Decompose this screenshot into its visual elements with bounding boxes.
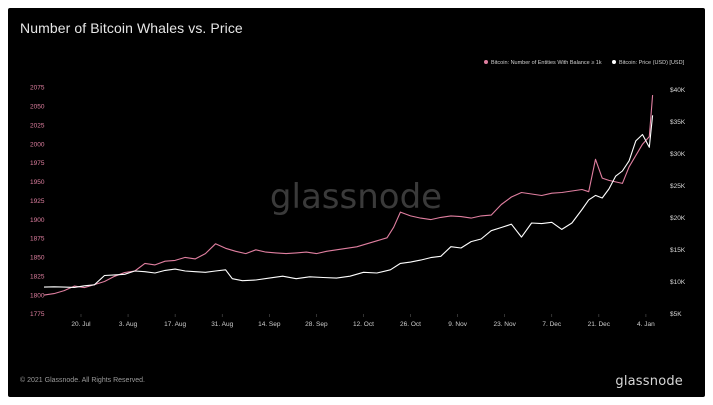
- y-left-tick-label: 2025: [30, 122, 45, 129]
- x-tick-label: 23. Nov: [493, 321, 516, 328]
- y-right-tick-label: $25K: [670, 183, 686, 190]
- legend-marker-whales: [484, 60, 488, 64]
- x-tick-label: 7. Dec: [542, 321, 562, 328]
- y-left-tick-label: 1850: [30, 255, 45, 262]
- x-tick-label: 26. Oct: [400, 321, 421, 328]
- x-tick-label: 9. Nov: [448, 321, 468, 328]
- y-left-tick-label: 1800: [30, 292, 45, 299]
- x-tick-label: 12. Oct: [353, 321, 374, 328]
- glassnode-logo: glassnode: [615, 374, 683, 389]
- legend-marker-price: [612, 60, 616, 64]
- watermark-text: glassnode: [270, 177, 442, 217]
- chart-panel: Number of Bitcoin Whales vs. Price glass…: [8, 8, 705, 397]
- y-left-tick-label: 1975: [30, 160, 45, 167]
- x-tick-label: 3. Aug: [119, 321, 138, 328]
- x-tick-label: 20. Jul: [71, 321, 91, 328]
- chart-title: Number of Bitcoin Whales vs. Price: [20, 20, 243, 36]
- y-left-tick-label: 2075: [30, 85, 45, 92]
- y-left-tick-label: 1775: [30, 311, 45, 318]
- x-tick-label: 21. Dec: [588, 321, 611, 328]
- y-right-tick-label: $40K: [670, 87, 686, 94]
- x-tick-label: 4. Jan: [637, 321, 655, 328]
- x-tick-label: 31. Aug: [211, 321, 233, 328]
- whales-series-line: [43, 95, 654, 296]
- line-chart: glassnode 1775 1800 1825 1850 1875 1900 1925 195…: [30, 60, 686, 328]
- y-right-tick-label: $15K: [670, 247, 686, 254]
- copyright-footer: © 2021 Glassnode. All Rights Reserved.: [20, 377, 146, 384]
- y-right-tick-label: $20K: [670, 215, 686, 222]
- y-right-tick-label: $35K: [670, 119, 686, 126]
- y-left-tick-label: 2000: [30, 141, 45, 148]
- y-right-tick-label: $30K: [670, 151, 686, 158]
- x-tick-label: 28. Sep: [305, 321, 328, 328]
- x-tick-label: 14. Sep: [258, 321, 281, 328]
- y-left-tick-label: 1875: [30, 236, 45, 243]
- y-right-tick-label: $10K: [670, 279, 686, 286]
- y-left-tick-label: 1925: [30, 198, 45, 205]
- y-left-tick-label: 1950: [30, 179, 45, 186]
- price-series-line: [43, 115, 654, 288]
- y-left-tick-label: 1900: [30, 217, 45, 224]
- y-left-tick-label: 1825: [30, 273, 45, 280]
- y-left-tick-label: 2050: [30, 104, 45, 111]
- y-right-tick-label: $5K: [670, 311, 682, 318]
- legend-label-price: Bitcoin: Price (USD) [USD]: [619, 60, 685, 66]
- x-tick-label: 17. Aug: [164, 321, 186, 328]
- legend-label-whales: Bitcoin: Number of Entities With Balance…: [491, 60, 602, 66]
